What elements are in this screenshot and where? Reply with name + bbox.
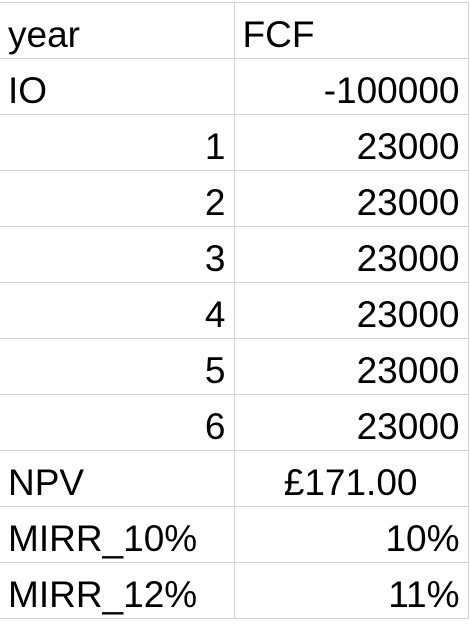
cell-npv-label[interactable]: NPV	[0, 450, 235, 507]
cell-row-value[interactable]: 23000	[233, 282, 469, 339]
cell-header-fcf[interactable]: FCF	[233, 2, 469, 59]
cell-row-value[interactable]: -100000	[233, 58, 469, 115]
cell-row-label[interactable]: 3	[0, 226, 235, 283]
cell-mirr-10-value[interactable]: 10%	[233, 506, 469, 563]
cell-row-value[interactable]: 23000	[233, 170, 469, 227]
table-row: 4 23000	[0, 282, 469, 339]
table-row: 3 23000	[0, 226, 469, 283]
cell-header-year[interactable]: year	[0, 2, 235, 59]
cash-flow-table: year FCF IO -100000 1 23000 2 23000 3 23…	[0, 2, 469, 619]
table-row: 2 23000	[0, 170, 469, 227]
table-row: 1 23000	[0, 114, 469, 171]
cell-row-value[interactable]: 23000	[233, 394, 469, 451]
summary-row-mirr-10: MIRR_10% 10%	[0, 506, 469, 563]
cell-npv-value[interactable]: £171.00	[233, 450, 469, 507]
cell-row-value[interactable]: 23000	[233, 226, 469, 283]
cell-mirr-12-value[interactable]: 11%	[233, 562, 469, 619]
cell-row-value[interactable]: 23000	[233, 338, 469, 395]
header-row: year FCF	[0, 2, 469, 59]
cell-row-label[interactable]: IO	[0, 58, 235, 115]
cell-row-label[interactable]: 1	[0, 114, 235, 171]
cell-row-label[interactable]: 2	[0, 170, 235, 227]
table-row: IO -100000	[0, 58, 469, 115]
table-row: 6 23000	[0, 394, 469, 451]
cell-row-label[interactable]: 4	[0, 282, 235, 339]
cell-row-label[interactable]: 6	[0, 394, 235, 451]
cell-mirr-12-label[interactable]: MIRR_12%	[0, 562, 235, 619]
cell-mirr-10-label[interactable]: MIRR_10%	[0, 506, 235, 563]
summary-row-mirr-12: MIRR_12% 11%	[0, 562, 469, 619]
cell-row-value[interactable]: 23000	[233, 114, 469, 171]
cell-row-label[interactable]: 5	[0, 338, 235, 395]
table-row: 5 23000	[0, 338, 469, 395]
summary-row-npv: NPV £171.00	[0, 450, 469, 507]
